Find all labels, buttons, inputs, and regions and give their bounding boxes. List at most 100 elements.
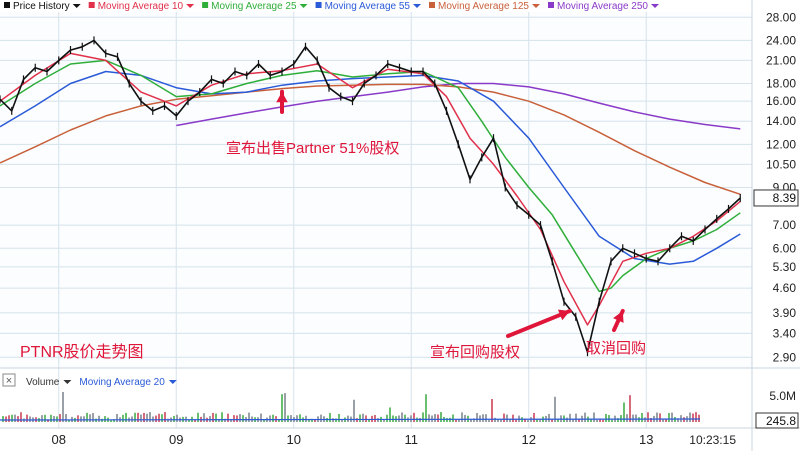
y-tick-label: 24.00	[766, 33, 796, 47]
volume-value-label: 245.8	[766, 414, 796, 428]
volume-bar	[359, 414, 361, 422]
volume-bar	[662, 418, 664, 422]
volume-bar	[314, 419, 316, 422]
volume-bar	[194, 419, 196, 422]
y-tick-label: 7.00	[773, 218, 797, 232]
volume-legend-label: Volume	[26, 377, 60, 388]
volume-bar	[515, 419, 517, 422]
x-tick-label: 13	[639, 432, 653, 447]
volume-bar	[8, 415, 10, 422]
series-line	[0, 59, 741, 293]
volume-bar	[659, 413, 661, 422]
legend-swatch	[4, 2, 10, 8]
volume-bar	[173, 415, 175, 422]
y-tick-label: 3.40	[773, 326, 797, 340]
volume-bar	[209, 416, 211, 422]
volume-bar	[584, 412, 586, 422]
volume-axis-label: 5.0M	[769, 389, 796, 403]
annotation-arrow	[506, 308, 572, 338]
volume-bar	[533, 413, 535, 422]
volume-bar	[695, 412, 697, 422]
volume-bar	[479, 415, 481, 422]
volume-bar	[272, 414, 274, 422]
volume-bar	[125, 412, 127, 422]
series-line	[0, 83, 741, 196]
y-tick-label: 18.00	[766, 77, 796, 91]
volume-bar	[236, 415, 238, 422]
x-tick-label: 10	[287, 432, 301, 447]
volume-bar	[434, 413, 436, 422]
volume-bar	[566, 417, 568, 422]
volume-bar	[461, 412, 463, 422]
close-x-icon	[2, 373, 16, 387]
volume-bar	[626, 414, 628, 422]
volume-bar	[635, 414, 637, 422]
y-tick-label: 2.90	[773, 350, 797, 364]
volume-bar	[557, 418, 559, 422]
annotation-label: 宣布回购股权	[430, 344, 520, 361]
volume-bar	[512, 414, 514, 422]
dropdown-arrow-icon	[168, 380, 177, 384]
volume-bar	[335, 418, 337, 422]
legend-label: Moving Average 250	[557, 1, 648, 12]
series-line	[0, 39, 741, 353]
close-x-glyph: ×	[6, 375, 12, 387]
x-tick-label: 12	[522, 432, 536, 447]
volume-bar	[446, 418, 448, 422]
volume-bar	[401, 412, 403, 422]
volume-bar	[233, 415, 235, 422]
volume-bar	[413, 412, 415, 422]
volume-bar	[554, 396, 556, 422]
y-tick-label: 4.60	[773, 281, 797, 295]
volume-bar	[500, 418, 502, 422]
volume-bar	[14, 414, 16, 422]
volume-bar	[488, 419, 490, 422]
volume-bar	[455, 419, 457, 422]
volume-bar	[83, 416, 85, 422]
volume-bar	[665, 419, 667, 422]
volume-bar	[56, 416, 58, 422]
series-line	[0, 52, 741, 326]
volume-bar	[398, 415, 400, 422]
legend-label: Moving Average 25	[211, 1, 297, 12]
volume-bar	[611, 419, 613, 422]
volume-bar	[161, 414, 163, 422]
y-tick-label: 6.00	[773, 241, 797, 255]
volume-bar	[158, 413, 160, 422]
chart-caption: PTNR股价走势图	[20, 343, 144, 361]
volume-bar	[602, 419, 604, 422]
volume-legend-label: Moving Average 20	[79, 377, 165, 388]
volume-bar	[260, 413, 262, 422]
volume-bar	[29, 416, 31, 422]
volume-bar	[86, 412, 88, 422]
volume-bar	[122, 414, 124, 422]
y-tick-label: 16.00	[766, 94, 796, 108]
volume-bar	[155, 415, 157, 422]
dropdown-arrow-icon	[532, 4, 540, 8]
volume-bar	[617, 418, 619, 422]
volume-bar	[440, 412, 442, 422]
volume-bar	[50, 414, 52, 422]
volume-bar	[188, 419, 190, 422]
legend-label: Price History	[13, 1, 70, 12]
x-tick-label: 11	[405, 432, 419, 447]
volume-bar	[296, 415, 298, 422]
last-value-box	[753, 189, 799, 207]
legend-swatch	[315, 2, 322, 8]
volume-bar	[98, 415, 100, 422]
volume-bar	[134, 412, 136, 422]
x-tick-label: 09	[169, 432, 183, 447]
volume-bar	[689, 412, 691, 422]
volume-bar	[248, 412, 250, 422]
volume-bar	[146, 413, 148, 422]
volume-bar	[137, 412, 139, 422]
volume-bar	[476, 413, 478, 422]
legend-label: Moving Average 125	[438, 1, 529, 12]
dropdown-arrow-icon	[72, 4, 81, 8]
volume-bar	[11, 414, 13, 422]
volume-bar	[590, 418, 592, 422]
y-tick-label: 21.00	[766, 53, 796, 67]
